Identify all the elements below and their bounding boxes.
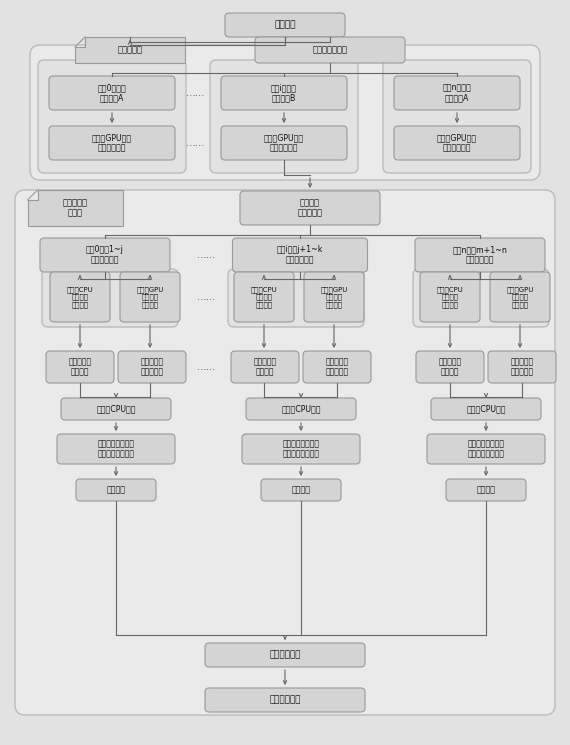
Text: 炮道集波场
的反向外推: 炮道集波场 的反向外推 xyxy=(325,358,349,377)
FancyBboxPatch shape xyxy=(50,272,110,322)
FancyBboxPatch shape xyxy=(246,398,356,420)
Text: 节点内GPU
多核辅助
并行运算: 节点内GPU 多核辅助 并行运算 xyxy=(506,286,534,308)
FancyBboxPatch shape xyxy=(416,351,484,383)
Text: ……: …… xyxy=(197,292,217,302)
Text: 节点内GPU多核
并行辅助运算: 节点内GPU多核 并行辅助运算 xyxy=(92,133,132,153)
FancyBboxPatch shape xyxy=(205,643,365,667)
FancyBboxPatch shape xyxy=(242,434,360,464)
FancyBboxPatch shape xyxy=(210,60,358,173)
FancyBboxPatch shape xyxy=(15,190,555,715)
FancyBboxPatch shape xyxy=(42,269,178,327)
FancyBboxPatch shape xyxy=(225,13,345,37)
FancyBboxPatch shape xyxy=(427,434,545,464)
Text: 节点i预处理
数据集合B: 节点i预处理 数据集合B xyxy=(271,83,297,103)
FancyBboxPatch shape xyxy=(420,272,480,322)
Text: ……: …… xyxy=(197,250,217,260)
Text: 节点0预处理
数据集合A: 节点0预处理 数据集合A xyxy=(97,83,127,103)
FancyBboxPatch shape xyxy=(303,351,371,383)
Text: 数据预处理: 数据预处理 xyxy=(117,45,142,54)
Polygon shape xyxy=(27,190,123,226)
Text: 炮道集波场
的反向外推: 炮道集波场 的反向外推 xyxy=(140,358,164,377)
Polygon shape xyxy=(75,37,185,63)
FancyBboxPatch shape xyxy=(304,272,364,322)
Text: 节点n预处理
数据集合A: 节点n预处理 数据集合A xyxy=(443,83,471,103)
FancyBboxPatch shape xyxy=(431,398,541,420)
FancyBboxPatch shape xyxy=(446,479,526,501)
Text: 炮道集波场
的反向外推: 炮道集波场 的反向外推 xyxy=(511,358,534,377)
Text: 节点内GPU多核
并行辅助运算: 节点内GPU多核 并行辅助运算 xyxy=(264,133,304,153)
Text: 数据分配到集群: 数据分配到集群 xyxy=(312,45,348,54)
FancyBboxPatch shape xyxy=(205,688,365,712)
FancyBboxPatch shape xyxy=(383,60,531,173)
FancyBboxPatch shape xyxy=(57,434,175,464)
Text: 节点内GPU
多核辅助
并行运算: 节点内GPU 多核辅助 并行运算 xyxy=(136,286,164,308)
Text: 震源波场和炮道集
波场外推数据相关: 震源波场和炮道集 波场外推数据相关 xyxy=(97,440,135,459)
Text: 震源波场和炮道集
波场外推数据相关: 震源波场和炮道集 波场外推数据相关 xyxy=(283,440,320,459)
FancyBboxPatch shape xyxy=(488,351,556,383)
Text: 节点i计算j+1~k
单炮记录偏移: 节点i计算j+1~k 单炮记录偏移 xyxy=(277,245,323,264)
Text: 震源波场和炮道集
波场外推数据相关: 震源波场和炮道集 波场外推数据相关 xyxy=(467,440,504,459)
Text: 原始数据: 原始数据 xyxy=(274,21,296,30)
FancyBboxPatch shape xyxy=(221,76,347,110)
Text: 震源波场的
正向外推: 震源波场的 正向外推 xyxy=(68,358,92,377)
Text: 震源波场的
正向外推: 震源波场的 正向外推 xyxy=(438,358,462,377)
Text: 节点内CPU
多核控制
并行运算: 节点内CPU 多核控制 并行运算 xyxy=(67,286,93,308)
FancyBboxPatch shape xyxy=(413,269,549,327)
FancyBboxPatch shape xyxy=(46,351,114,383)
Text: 集群节点: 集群节点 xyxy=(477,486,495,495)
FancyBboxPatch shape xyxy=(120,272,180,322)
FancyBboxPatch shape xyxy=(415,238,545,272)
FancyBboxPatch shape xyxy=(228,269,364,327)
Text: 节点n计算m+1~n
单炮记录偏移: 节点n计算m+1~n 单炮记录偏移 xyxy=(453,245,507,264)
Text: 节点内CPU
多核控制
并行运算: 节点内CPU 多核控制 并行运算 xyxy=(251,286,278,308)
FancyBboxPatch shape xyxy=(38,60,186,173)
Text: 节点内CPU多核: 节点内CPU多核 xyxy=(466,405,506,413)
Text: 叠前深度偏
移成像: 叠前深度偏 移成像 xyxy=(63,198,88,218)
FancyBboxPatch shape xyxy=(40,238,170,272)
Text: 节点内GPU
多核辅助
并行运算: 节点内GPU 多核辅助 并行运算 xyxy=(320,286,348,308)
Text: 节点内CPU多核: 节点内CPU多核 xyxy=(281,405,321,413)
Text: 叠加计算结果: 叠加计算结果 xyxy=(269,650,301,659)
FancyBboxPatch shape xyxy=(261,479,341,501)
FancyBboxPatch shape xyxy=(49,126,175,160)
FancyBboxPatch shape xyxy=(234,272,294,322)
Text: ……: …… xyxy=(186,138,206,148)
FancyBboxPatch shape xyxy=(490,272,550,322)
FancyBboxPatch shape xyxy=(49,76,175,110)
Text: 节点内GPU多核
并行辅助运算: 节点内GPU多核 并行辅助运算 xyxy=(437,133,477,153)
FancyBboxPatch shape xyxy=(118,351,186,383)
FancyBboxPatch shape xyxy=(394,76,520,110)
Text: 节点内CPU多核: 节点内CPU多核 xyxy=(96,405,136,413)
FancyBboxPatch shape xyxy=(394,126,520,160)
FancyBboxPatch shape xyxy=(76,479,156,501)
Text: 节点0计算1~j
单炮记录偏移: 节点0计算1~j 单炮记录偏移 xyxy=(86,245,124,264)
Text: 节点内CPU
多核控制
并行运算: 节点内CPU 多核控制 并行运算 xyxy=(437,286,463,308)
FancyBboxPatch shape xyxy=(233,238,368,272)
FancyBboxPatch shape xyxy=(30,45,540,180)
Text: 震源波场的
正向外推: 震源波场的 正向外推 xyxy=(254,358,276,377)
FancyBboxPatch shape xyxy=(61,398,171,420)
FancyBboxPatch shape xyxy=(221,126,347,160)
Text: 集群节点: 集群节点 xyxy=(107,486,125,495)
FancyBboxPatch shape xyxy=(231,351,299,383)
Text: 集群划分
炮道集数据: 集群划分 炮道集数据 xyxy=(298,198,323,218)
Text: 集群节点: 集群节点 xyxy=(291,486,311,495)
Text: ……: …… xyxy=(186,88,206,98)
Text: ……: …… xyxy=(197,362,217,372)
FancyBboxPatch shape xyxy=(255,37,405,63)
Text: 输出最终结果: 输出最终结果 xyxy=(269,696,301,705)
FancyBboxPatch shape xyxy=(240,191,380,225)
